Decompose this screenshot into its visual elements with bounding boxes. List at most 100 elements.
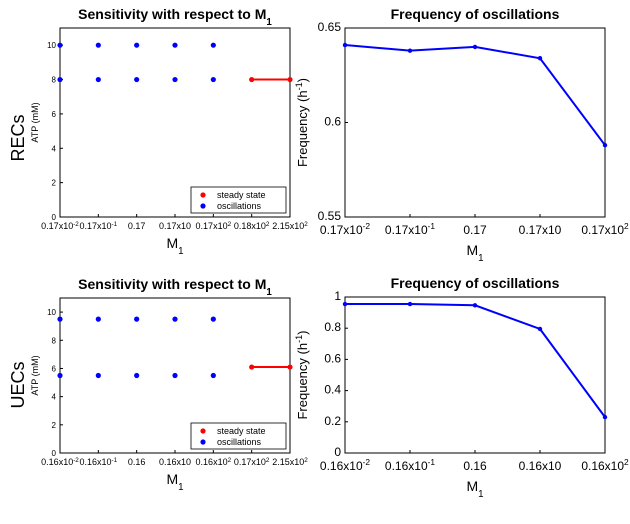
- oscillation-point: [134, 42, 140, 48]
- axes-box: [344, 27, 606, 218]
- oscillation-point: [134, 316, 140, 322]
- x-tick-label: 2.15x102: [272, 457, 308, 468]
- frequency-point: [537, 56, 543, 61]
- y-axis-label: ATP (mM): [30, 102, 40, 142]
- x-tick-label: 0.16x10-2: [320, 457, 370, 473]
- x-axis-label: M1: [166, 471, 183, 493]
- x-tick-label: 0.16x10-1: [385, 457, 435, 473]
- oscillation-point: [95, 372, 101, 379]
- legend-label: oscillations: [217, 201, 262, 211]
- chart-title: Sensitivity with respect to M1: [78, 6, 272, 28]
- frequency-point: [407, 48, 413, 53]
- y-tick-label: 8: [52, 76, 57, 85]
- oscillation-point: [210, 42, 216, 48]
- y-tick-label: 1: [334, 289, 341, 303]
- row-label-uecs: UECs: [8, 361, 28, 408]
- y-tick-label: 0.6: [324, 351, 341, 365]
- frequency-point: [342, 42, 348, 48]
- x-tick-label: 0.17x102: [581, 221, 629, 237]
- y-tick-label: 0: [52, 449, 57, 458]
- oscillation-point: [172, 76, 178, 83]
- frequency-point: [342, 301, 348, 307]
- x-tick-label: 0.17: [128, 221, 146, 231]
- y-tick-label: 8: [52, 336, 57, 345]
- oscillation-point: [57, 372, 63, 379]
- oscillation-point: [95, 76, 101, 83]
- y-tick-label: 0: [52, 213, 57, 222]
- steady-state-point: [249, 364, 255, 370]
- legend-marker: [200, 439, 206, 445]
- frequency-point: [537, 326, 543, 332]
- axes-box: [344, 296, 606, 454]
- x-tick-label: 0.16x10: [519, 459, 562, 473]
- oscillation-point: [172, 372, 178, 379]
- x-tick-label: 0.16: [463, 459, 487, 473]
- y-tick-label: 0.2: [324, 414, 341, 428]
- legend-box: [190, 186, 287, 214]
- chart-panel-4: 0 0.2 0.4 0.6 0.8 1 0.16x10-2 0.16x10-1 0.16 0.16…: [294, 275, 629, 500]
- legend-label: oscillations: [217, 437, 262, 447]
- x-axis-label: M1: [466, 478, 483, 500]
- legend-label: steady state: [217, 426, 266, 436]
- x-tick-label: 0.16x10-1: [80, 457, 118, 468]
- frequency-point: [407, 301, 413, 307]
- steady-state-point: [287, 364, 293, 370]
- legend-label: steady state: [217, 190, 266, 200]
- legend-marker: [200, 203, 206, 209]
- legend-box: [190, 422, 287, 450]
- x-tick-label: 0.17x10-1: [385, 221, 435, 237]
- x-tick-label: 0.16x102: [581, 457, 629, 473]
- oscillation-point: [210, 372, 216, 379]
- x-tick-label: 0.17x10-2: [41, 221, 79, 232]
- oscillation-point: [95, 42, 101, 48]
- y-tick-label: 4: [52, 144, 57, 153]
- oscillation-point: [210, 316, 216, 322]
- x-tick-label: 2.15x102: [272, 221, 308, 232]
- steady-state-point: [287, 76, 293, 83]
- y-tick-label: 0.4: [324, 383, 341, 397]
- y-tick-label: 0.55: [318, 209, 342, 223]
- y-tick-label: 10: [47, 41, 56, 50]
- x-axis-label: M1: [166, 235, 183, 257]
- frequency-line: [345, 303, 606, 418]
- chart-title: Sensitivity with respect to M1: [78, 276, 272, 298]
- chart-panel-2: 0.55 0.6 0.65 0.17x10-2 0.17x10-1 0.17 0.17x10…: [294, 6, 629, 264]
- x-tick-label: 0.17: [463, 223, 487, 237]
- y-tick-label: 0.8: [324, 320, 341, 334]
- y-tick-label: 6: [52, 364, 57, 373]
- oscillation-point: [57, 42, 63, 48]
- y-tick-label: 10: [47, 308, 56, 317]
- x-tick-label: 0.17x10: [519, 223, 562, 237]
- x-tick-label: 0.17x10: [159, 221, 191, 231]
- frequency-point: [602, 414, 608, 420]
- y-axis-label: ATP (mM): [30, 355, 40, 395]
- x-tick-label: 0.16x10: [159, 457, 191, 467]
- y-tick-label: 2: [52, 421, 57, 430]
- row-label-recs: RECs: [8, 114, 28, 161]
- oscillation-point: [134, 372, 140, 379]
- y-tick-label: 4: [52, 393, 57, 402]
- x-tick-label: 0.17x102: [234, 457, 270, 468]
- oscillation-point: [57, 76, 63, 83]
- x-tick-label: 0.17x102: [196, 221, 232, 232]
- chart-panel-3: 0 2 4 6 8 10 0.16x10-2 0.16x10-1 0.16 0.16x10 0.16…: [30, 276, 308, 493]
- frequency-point: [472, 303, 478, 308]
- oscillation-point: [210, 76, 216, 83]
- oscillation-point: [57, 316, 63, 322]
- oscillation-point: [172, 316, 178, 322]
- oscillation-point: [134, 76, 140, 83]
- oscillation-point: [95, 316, 101, 322]
- x-tick-label: 0.17x10-1: [80, 221, 118, 232]
- x-tick-label: 0.16x10-2: [41, 457, 79, 468]
- x-tick-label: 0.16x102: [196, 457, 232, 468]
- y-axis-label: Frequency (h-1): [294, 78, 310, 167]
- legend-marker: [200, 428, 206, 434]
- y-tick-label: 2: [52, 179, 57, 188]
- oscillation-point: [172, 42, 178, 48]
- x-tick-label: 0.18x102: [234, 221, 270, 232]
- chart-title: Frequency of oscillations: [391, 6, 560, 22]
- y-tick-label: 0: [334, 445, 341, 459]
